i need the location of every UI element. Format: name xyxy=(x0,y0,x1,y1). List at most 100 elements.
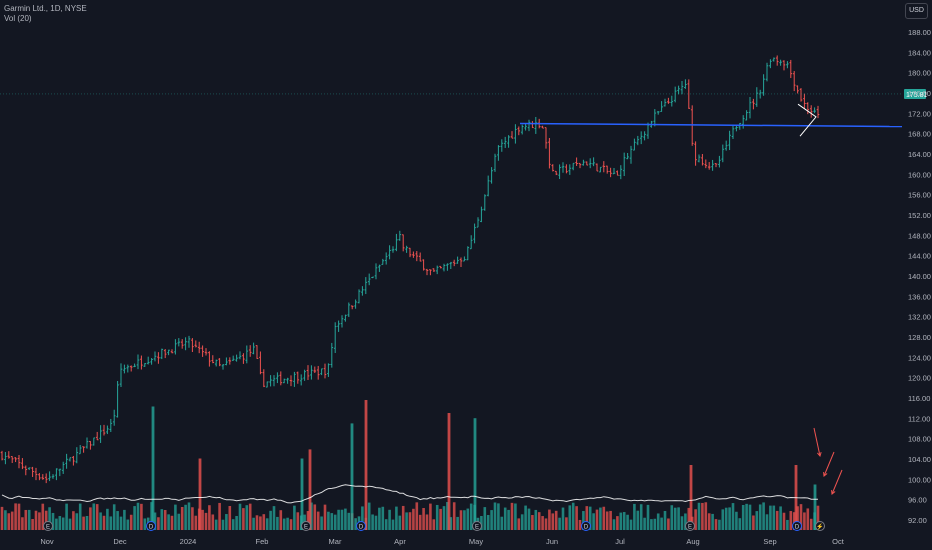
y-tick-label: 144.00 xyxy=(908,252,931,261)
ohlc-bar xyxy=(762,74,765,96)
ohlc-bar xyxy=(72,455,75,466)
ohlc-bar xyxy=(718,155,721,168)
volume-bar xyxy=(721,509,725,530)
volume-bar xyxy=(558,517,561,530)
volume-bar xyxy=(265,518,269,530)
y-tick-label: 112.00 xyxy=(908,414,930,423)
volume-bar xyxy=(514,503,517,530)
ohlc-bar xyxy=(41,474,45,480)
volume-bar xyxy=(694,509,697,530)
volume-bar xyxy=(507,509,510,530)
ohlc-bar xyxy=(398,230,402,241)
volume-bar xyxy=(769,505,772,530)
volume-bar xyxy=(483,507,487,530)
ohlc-bar xyxy=(201,345,204,357)
event-marker[interactable]: D xyxy=(146,521,156,531)
volume-bar xyxy=(629,519,633,530)
volume-bar xyxy=(293,505,296,530)
ohlc-bar xyxy=(775,55,779,66)
volume-bar xyxy=(602,506,606,530)
ohlc-bar xyxy=(738,122,742,130)
volume-bar xyxy=(340,509,344,530)
event-marker[interactable]: D xyxy=(792,521,802,531)
volume-bar xyxy=(612,519,616,530)
ohlc-bar xyxy=(490,167,493,184)
volume-bar xyxy=(398,515,402,530)
ohlc-bar xyxy=(500,139,504,152)
volume-spike-bar xyxy=(473,418,477,530)
volume-bar xyxy=(167,514,170,530)
y-tick-label: 92.00 xyxy=(908,516,927,525)
event-marker[interactable]: D xyxy=(581,521,591,531)
volume-bar xyxy=(102,515,106,530)
y-tick-label: 160.00 xyxy=(908,170,931,179)
ohlc-bar xyxy=(568,164,572,175)
ohlc-bar xyxy=(347,302,351,318)
volume-bar xyxy=(609,510,612,530)
ohlc-bar xyxy=(480,206,483,223)
volume-bar xyxy=(194,515,198,530)
volume-bar xyxy=(276,516,279,530)
volume-bar xyxy=(650,519,653,530)
volume-bar xyxy=(429,503,432,530)
volume-bar xyxy=(245,505,249,530)
ohlc-bar xyxy=(721,144,725,163)
ohlc-bar xyxy=(680,81,684,95)
resistance-line[interactable] xyxy=(519,122,903,128)
volume-spike-bar xyxy=(364,400,368,530)
ohlc-bar xyxy=(684,79,687,89)
volume-bar xyxy=(619,512,623,530)
volume-bar xyxy=(500,516,504,530)
volume-spike-bar xyxy=(308,449,312,530)
y-tick-label: 96.00 xyxy=(908,496,927,505)
ohlc-bar xyxy=(78,445,82,455)
volume-bar xyxy=(592,513,595,530)
annotation-arrow xyxy=(831,469,843,495)
volume-bar xyxy=(371,514,374,530)
volume-bar xyxy=(639,504,643,530)
event-marker[interactable]: ⚡ xyxy=(815,521,825,531)
y-tick-label: 176.00 xyxy=(908,89,931,98)
event-marker[interactable]: E xyxy=(43,521,53,531)
volume-bar xyxy=(282,518,286,530)
ohlc-bar xyxy=(622,152,626,177)
volume-bar xyxy=(85,515,89,530)
ohlc-bar xyxy=(786,61,789,69)
ohlc-bar xyxy=(483,194,487,211)
ohlc-bar xyxy=(639,131,643,145)
ohlc-bar xyxy=(330,342,334,368)
volume-bar xyxy=(119,516,123,530)
ohlc-bar xyxy=(303,369,306,381)
currency-button[interactable]: USD xyxy=(905,3,928,19)
volume-bar xyxy=(697,502,701,530)
volume-bar xyxy=(65,503,68,530)
volume-bar xyxy=(789,511,793,530)
ohlc-bar xyxy=(466,246,470,261)
ohlc-bar xyxy=(371,276,374,279)
volume-bar xyxy=(561,507,565,530)
volume-ma-line xyxy=(1,484,818,504)
ohlc-bar xyxy=(136,354,140,370)
ohlc-bar xyxy=(106,425,109,435)
ohlc-bar xyxy=(687,79,691,109)
volume-bar xyxy=(24,509,28,530)
x-tick-label: Feb xyxy=(256,537,269,546)
volume-bar xyxy=(701,502,704,530)
volume-bar xyxy=(218,502,221,530)
event-marker[interactable]: E xyxy=(472,521,482,531)
ohlc-bar xyxy=(510,131,514,139)
volume-bar xyxy=(4,510,7,530)
volume-bar xyxy=(320,516,323,530)
volume-bar xyxy=(296,512,300,530)
ohlc-bar xyxy=(497,145,500,161)
event-marker[interactable]: D xyxy=(356,521,366,531)
event-marker[interactable]: E xyxy=(685,521,695,531)
volume-bar xyxy=(184,504,187,530)
event-marker[interactable]: E xyxy=(301,521,311,531)
volume-bar xyxy=(408,512,412,530)
volume-bar xyxy=(123,509,126,530)
volume-bar xyxy=(323,504,327,530)
volume-bar xyxy=(279,510,283,530)
ohlc-bar xyxy=(816,105,820,119)
